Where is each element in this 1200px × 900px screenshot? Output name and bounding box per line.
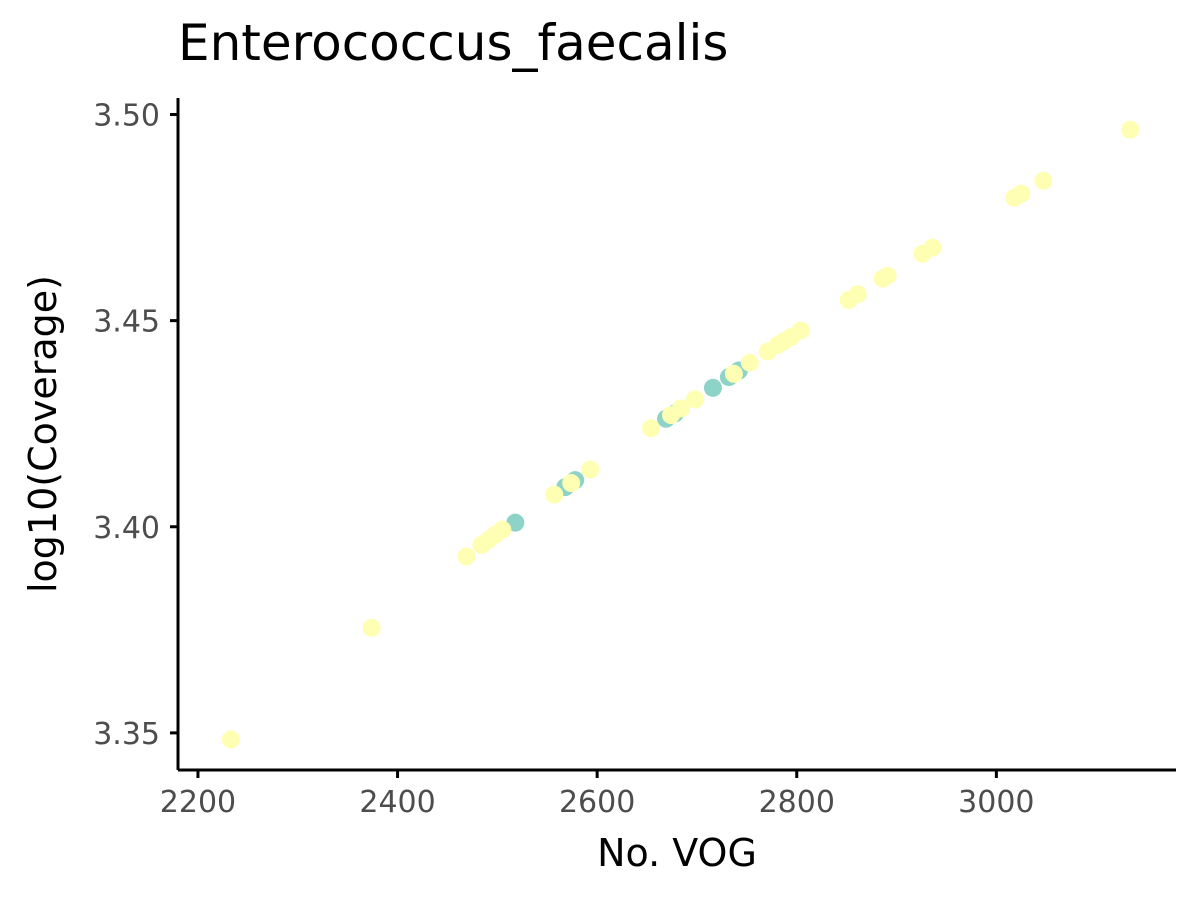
data-point: [562, 474, 581, 493]
x-tick-label: 2800: [759, 785, 835, 820]
data-point: [221, 730, 240, 749]
data-point: [581, 460, 600, 479]
data-point: [457, 547, 476, 566]
data-point: [1012, 184, 1031, 203]
data-point: [1121, 120, 1140, 139]
data-point: [791, 321, 810, 340]
data-point: [878, 266, 897, 285]
y-tick-label: 3.40: [93, 511, 160, 546]
y-tick-label: 3.50: [93, 98, 160, 133]
data-point: [685, 390, 704, 409]
x-tick-label: 2600: [559, 785, 635, 820]
x-tick-label: 2400: [359, 785, 435, 820]
data-point: [724, 364, 743, 383]
y-tick-label: 3.35: [93, 717, 160, 752]
y-tick-label: 3.45: [93, 305, 160, 340]
data-point: [703, 378, 722, 397]
x-tick-label: 3000: [958, 785, 1034, 820]
data-point: [740, 353, 759, 372]
x-axis-label: No. VOG: [597, 831, 757, 875]
labels-layer: 2200 2400 2600 2800 3000 3.35 3.40 3.45 3.50 No. …: [21, 98, 1035, 875]
points-layer: [221, 120, 1140, 749]
data-point: [848, 285, 867, 304]
data-point: [545, 485, 564, 504]
chart-title: Enterococcus_faecalis: [178, 14, 729, 72]
data-point: [642, 419, 661, 438]
x-tick-label: 2200: [160, 785, 236, 820]
data-point: [923, 238, 942, 257]
data-point: [493, 520, 512, 539]
data-point: [671, 399, 690, 418]
axes-layer: [170, 98, 1176, 778]
data-point: [1034, 171, 1053, 190]
y-axis-label: log10(Coverage): [21, 275, 65, 593]
data-point: [362, 618, 381, 637]
